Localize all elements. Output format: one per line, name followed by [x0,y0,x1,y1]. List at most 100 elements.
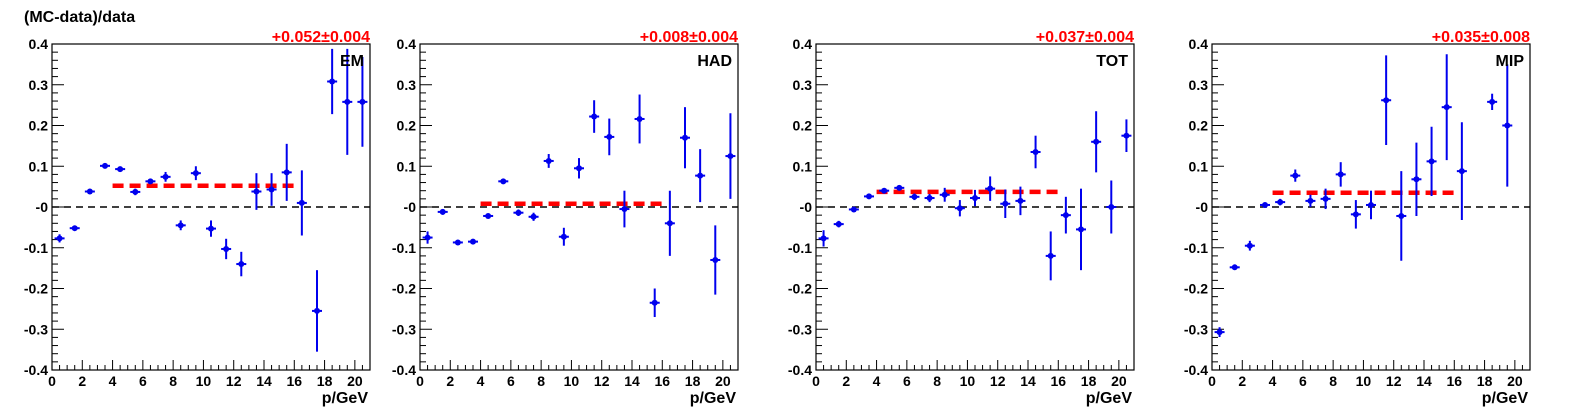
point-marker [1443,104,1450,111]
data-point [422,231,433,244]
point-marker [71,225,78,232]
x-tick-label: 0 [416,373,424,389]
y-tick-label: -0 [36,199,49,215]
data-point [1487,93,1498,111]
data-point [879,187,890,194]
x-tick-label: 4 [109,373,117,389]
data-point [221,238,232,260]
x-tick-label: 6 [139,373,147,389]
data-point [1396,171,1407,261]
y-tick-label: 0.1 [1189,158,1209,174]
x-tick-label: 6 [1299,373,1307,389]
data-point [1320,188,1331,210]
data-point [909,193,920,201]
y-tick-label: -0 [800,199,813,215]
point-marker [470,238,476,245]
y-tick-label: -0.4 [788,362,812,378]
data-point [589,100,600,133]
data-point [437,208,448,215]
data-point [1305,194,1316,207]
point-marker [223,245,230,252]
data-point [664,190,675,256]
data-point [833,220,844,228]
x-tick-label: 10 [196,373,212,389]
x-tick-label: 10 [960,373,976,389]
data-point [1076,188,1086,271]
fit-value-label: +0.035±0.008 [1432,29,1530,46]
point-marker [636,115,643,122]
data-point [1244,240,1255,251]
data-point [1214,327,1225,337]
panel-label: MIP [1496,53,1525,70]
data-point [970,189,980,207]
point-marker [1123,132,1130,139]
point-marker [1383,97,1390,104]
fit-value-label: +0.052±0.004 [272,29,370,46]
data-point [710,225,721,295]
data-point [604,118,615,156]
data-point [864,193,874,200]
y-tick-label: 0.2 [397,118,417,134]
point-marker [329,78,336,85]
point-marker [850,206,857,213]
data-point [634,94,645,144]
data-point [1091,111,1102,173]
point-marker [192,170,199,177]
data-point [939,187,950,202]
point-marker [1413,176,1420,183]
y-tick-label: -0.2 [1184,281,1208,297]
y-tick-label: -0 [1196,199,1209,215]
y-tick-label: -0.2 [788,281,812,297]
data-point [695,149,706,203]
y-tick-label: -0.1 [1184,240,1208,256]
data-point [1121,119,1132,152]
x-tick-label: 0 [1208,373,1216,389]
data-point [160,171,171,182]
x-tick-label: 20 [715,373,731,389]
data-point [190,166,201,181]
point-marker [621,206,628,213]
point-marker [162,173,169,180]
point-marker [712,256,719,263]
point-marker [1032,148,1039,155]
point-marker [1458,168,1465,175]
point-marker [1489,98,1496,105]
data-point [574,158,584,179]
data-point [680,107,690,169]
data-point [130,188,141,196]
y-tick-label: -0.3 [392,321,416,337]
point-marker [1322,195,1329,202]
data-point [1290,169,1301,182]
point-marker [1428,158,1435,165]
x-axis-title: p/GeV [322,390,369,407]
data-point [54,234,65,243]
point-marker [208,225,214,232]
point-marker [835,221,842,228]
point-marker [238,261,245,268]
data-point [1030,135,1041,169]
y-tick-label: -0.2 [24,281,48,297]
x-tick-label: 20 [1111,373,1127,389]
data-point [281,143,292,201]
point-marker [606,133,613,140]
point-marker [439,208,446,215]
x-tick-label: 12 [226,373,242,389]
point-marker [727,153,734,160]
x-tick-label: 6 [507,373,515,389]
panel-had: -0.4 -0.3 -0.2 -0.1 -0 0.1 0.2 0.3 0.4 0 2 4 6 8 10 12 1… [392,29,739,407]
data-point [924,193,935,203]
y-tick-label: 0.1 [793,158,813,174]
point-marker [576,165,582,172]
point-marker [682,134,688,141]
point-marker [56,235,63,242]
data-point [1000,189,1011,219]
point-marker [1262,201,1268,208]
panel-label: TOT [1096,53,1128,70]
data-point [327,48,338,115]
y-tick-label: 0.3 [793,77,813,93]
x-tick-label: 12 [1386,373,1402,389]
point-marker [485,212,492,219]
y-tick-label: -0.4 [1184,362,1208,378]
point-marker [866,193,872,200]
data-point [1275,198,1286,206]
